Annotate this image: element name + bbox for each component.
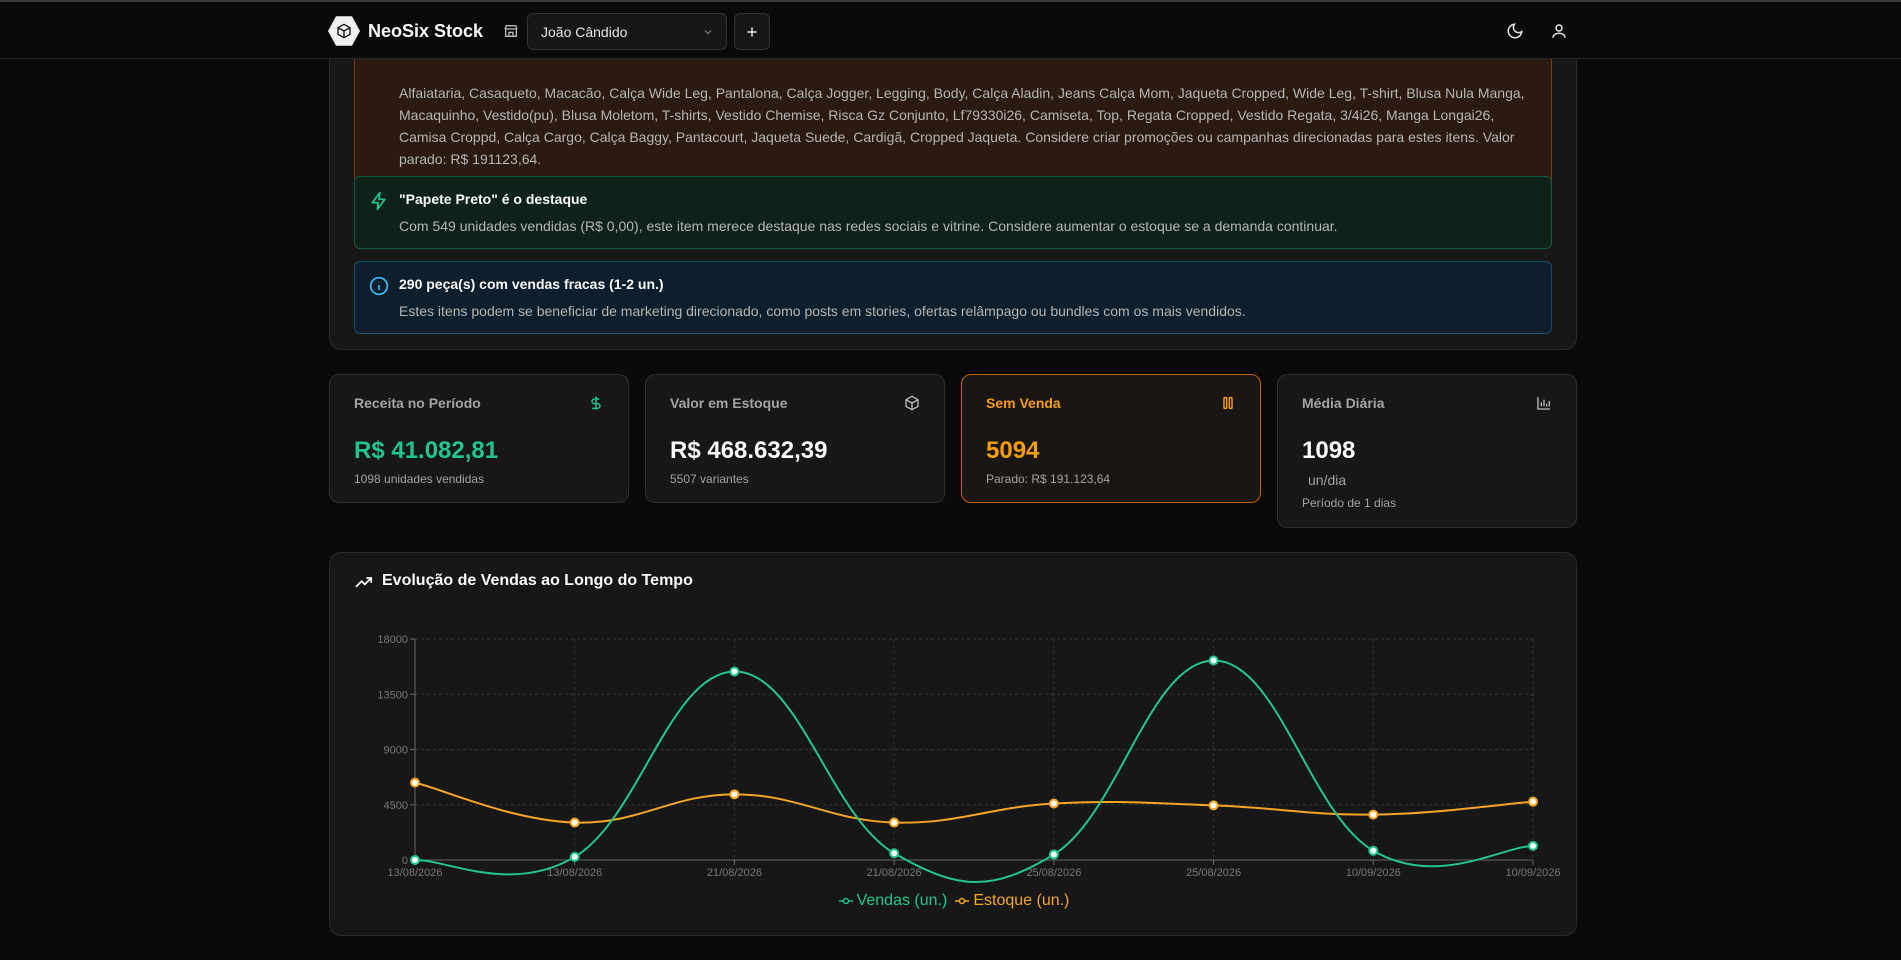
y-tick-label: 9000	[384, 745, 408, 757]
kpi-stock-value-sub: 5507 variantes	[670, 472, 749, 486]
legend-item[interactable]: Estoque (un.)	[955, 892, 1069, 910]
chart-title: Evolução de Vendas ao Longo do Tempo	[382, 572, 693, 589]
kpi-stock-value-label: Valor em Estoque	[670, 395, 788, 411]
data-point-estoque	[889, 817, 900, 828]
stale-items-text: Alfaiataria, Casaqueto, Macacão, Calça W…	[399, 85, 1525, 167]
top-bar: NeoSix Stock João Cândido	[0, 0, 1901, 59]
highlight-title: "Papete Preto" é o destaque	[399, 191, 588, 207]
highlight-alert: "Papete Preto" é o destaque Com 549 unid…	[354, 176, 1552, 249]
data-point-estoque	[1208, 800, 1219, 811]
store-icon	[504, 25, 518, 37]
x-tick-label: 21/08/2026	[867, 867, 922, 879]
data-point-vendas	[1048, 849, 1059, 860]
weak-sales-alert: 290 peça(s) com vendas fracas (1-2 un.) …	[354, 261, 1552, 334]
data-point-estoque	[1528, 796, 1538, 807]
data-point-vendas	[1368, 845, 1379, 856]
data-point-vendas	[569, 851, 580, 862]
kpi-stock-value-card: Valor em Estoque R$ 468.632,39 5507 vari…	[645, 374, 945, 503]
add-store-button[interactable]	[734, 13, 770, 50]
data-point-vendas	[729, 666, 740, 677]
kpi-daily-avg-label: Média Diária	[1302, 395, 1385, 411]
pause-icon	[1223, 396, 1233, 410]
x-tick-label: 13/08/2026	[387, 867, 442, 879]
dollar-icon	[591, 396, 601, 410]
kpi-revenue-sub: 1098 unidades vendidas	[354, 472, 485, 486]
legend-label: Vendas (un.)	[856, 892, 948, 909]
data-point-estoque	[729, 789, 740, 800]
bar-chart-icon	[1537, 397, 1550, 410]
store-select-value: João Cândido	[541, 24, 628, 40]
zap-icon	[371, 191, 386, 211]
y-tick-label: 4500	[384, 800, 408, 812]
data-point-vendas	[1528, 840, 1538, 851]
data-point-vendas	[410, 855, 420, 865]
insights-panel: Alfaiataria, Casaqueto, Macacão, Calça W…	[329, 20, 1577, 350]
data-point-estoque	[1048, 798, 1059, 809]
kpi-daily-avg-card: Média Diária 1098 un/dia Período de 1 di…	[1277, 374, 1577, 528]
y-tick-label: 0	[402, 855, 408, 867]
series-line-vendas	[414, 659, 1534, 884]
legend-item[interactable]: Vendas (un.)	[838, 892, 948, 910]
x-tick-label: 10/09/2026	[1346, 867, 1401, 879]
kpi-revenue-label: Receita no Período	[354, 395, 481, 411]
kpi-no-sale-value: 5094	[986, 437, 1040, 464]
store-select[interactable]: João Cândido	[527, 13, 727, 50]
x-tick-label: 25/08/2026	[1186, 867, 1241, 879]
kpi-daily-avg-sub: Período de 1 dias	[1302, 496, 1397, 510]
highlight-text: Com 549 unidades vendidas (R$ 0,00), est…	[399, 218, 1338, 234]
data-point-estoque	[1368, 809, 1379, 820]
kpi-no-sale-card: Sem Venda 5094 Parado: R$ 191.123,64	[961, 374, 1261, 503]
sales-evolution-card: Evolução de Vendas ao Longo do Tempo 0 45…	[329, 552, 1577, 936]
kpi-revenue-value: R$ 41.082,81	[354, 437, 499, 464]
data-point-estoque	[569, 817, 580, 828]
data-point-estoque	[410, 777, 420, 788]
data-point-vendas	[889, 848, 900, 859]
series-line-estoque	[414, 781, 1534, 824]
legend-label: Estoque (un.)	[973, 892, 1070, 909]
kpi-daily-avg-value: 1098	[1302, 437, 1356, 464]
chevron-down-icon	[704, 30, 712, 35]
plus-icon	[747, 26, 757, 37]
y-tick-label: 18000	[377, 634, 408, 646]
weak-sales-title: 290 peça(s) com vendas fracas (1-2 un.)	[399, 276, 664, 292]
x-tick-label: 21/08/2026	[707, 867, 762, 879]
logo-box-icon	[328, 16, 360, 46]
user-icon[interactable]	[1550, 22, 1568, 40]
x-tick-label: 10/09/2026	[1505, 867, 1560, 879]
weak-sales-text: Estes itens podem se beneficiar de marke…	[399, 303, 1246, 319]
kpi-daily-avg-unit: un/dia	[1308, 472, 1347, 488]
kpi-revenue-card: Receita no Período R$ 41.082,81 1098 uni…	[329, 374, 629, 503]
kpi-no-sale-label: Sem Venda	[986, 395, 1061, 411]
kpi-no-sale-sub: Parado: R$ 191.123,64	[986, 472, 1111, 486]
sales-line-chart: 0 4500 9000 13500 18000 13/08/2026 13/08/2026 2…	[377, 634, 1561, 884]
theme-toggle-moon-icon[interactable]	[1506, 22, 1524, 40]
box-icon	[905, 395, 919, 411]
trending-up-icon	[355, 577, 373, 588]
x-tick-label: 25/08/2026	[1026, 867, 1081, 879]
legend-marker-icon	[955, 897, 970, 905]
data-point-vendas	[1208, 655, 1219, 666]
y-tick-label: 13500	[377, 689, 408, 701]
chart-legend: Vendas (un.) Estoque (un.)	[330, 892, 1578, 910]
x-tick-label: 13/08/2026	[547, 867, 602, 879]
stale-items-alert: Alfaiataria, Casaqueto, Macacão, Calça W…	[354, 41, 1552, 184]
legend-marker-icon	[838, 897, 853, 905]
kpi-stock-value-value: R$ 468.632,39	[670, 437, 828, 464]
brand-name: NeoSix Stock	[368, 21, 484, 41]
info-icon	[369, 276, 389, 296]
